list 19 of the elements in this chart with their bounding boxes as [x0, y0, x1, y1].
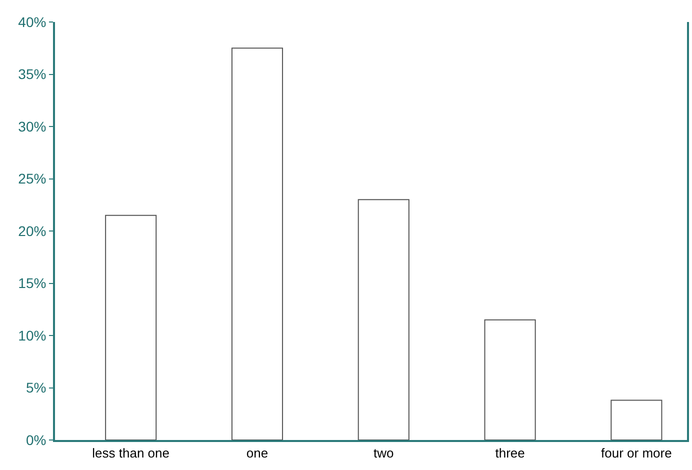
bar — [358, 199, 410, 440]
y-tick-label: 5% — [26, 380, 46, 396]
y-tick-label: 25% — [18, 170, 46, 187]
x-tick-label: three — [495, 446, 525, 461]
bar — [105, 214, 157, 440]
y-tick-label: 40% — [18, 14, 46, 30]
y-tick-label: 0% — [26, 432, 46, 448]
y-tick-label: 15% — [18, 275, 46, 292]
y-tick-label: 20% — [18, 222, 46, 239]
y-tick-label: 10% — [18, 327, 46, 344]
x-tick-label: two — [374, 446, 394, 461]
x-tick-label: less than one — [92, 446, 170, 461]
bar — [484, 319, 536, 440]
y-tick-label: 30% — [18, 118, 46, 134]
y-tick-label: 35% — [18, 66, 46, 82]
x-tick-label: four or more — [601, 446, 672, 461]
bar — [610, 400, 662, 440]
bar — [231, 48, 284, 440]
x-tick-label: one — [246, 446, 268, 461]
